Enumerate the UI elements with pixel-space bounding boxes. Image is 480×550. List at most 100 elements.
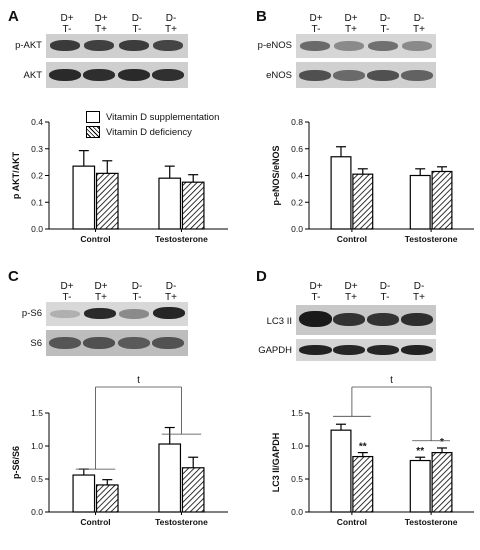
y-tick-label: 0.0 [291, 224, 303, 234]
lane-header: D- T+ [165, 281, 177, 303]
blot-band [300, 41, 330, 51]
panel-letter: D [256, 268, 267, 285]
x-tick-label: Testosterone [405, 517, 458, 527]
blot-band [299, 345, 332, 355]
y-tick-label: 0.0 [291, 507, 303, 517]
bar [352, 173, 374, 230]
blot-band [153, 307, 185, 319]
bar [181, 181, 205, 230]
y-tick-label: 0.4 [31, 117, 43, 127]
y-tick-label: 1.0 [31, 441, 43, 451]
y-tick-label: 1.5 [31, 408, 43, 418]
lane-header: D- T- [379, 13, 391, 35]
significance-star: ** [359, 442, 367, 453]
blot-band [118, 69, 150, 81]
y-tick-label: 1.5 [291, 408, 303, 418]
y-tick-label: 0.0 [31, 224, 43, 234]
blot-band [333, 70, 365, 81]
chart-c: 0.0 0.5 1.0 1.5 p-S6/S6 Control Testosterone t [11, 375, 228, 527]
bar [72, 474, 96, 513]
significance-label: t [390, 375, 393, 386]
blot-label: p-AKT [15, 40, 42, 51]
blot-band [401, 313, 433, 326]
chart-b: 0.0 0.2 0.4 0.6 0.8 p-eNOS/eNOS Control Testost… [271, 117, 474, 244]
bar [72, 165, 96, 230]
x-tick-label: Testosterone [155, 234, 208, 244]
panel-letter: C [8, 268, 19, 285]
x-tick-label: Testosterone [155, 517, 208, 527]
blot-image [46, 302, 188, 326]
blot-band [367, 313, 399, 326]
significance-star: ** [416, 446, 424, 457]
lane-header: D+ T- [309, 281, 323, 303]
lane-header: D+ T+ [94, 13, 108, 35]
blot-band [401, 70, 433, 81]
blot-band [401, 345, 433, 355]
blot-band [50, 40, 80, 51]
blot-label: AKT [23, 70, 42, 81]
y-tick-label: 0.4 [291, 171, 303, 181]
y-tick-label: 0.3 [31, 144, 43, 154]
blot-label: p-eNOS [257, 40, 292, 51]
blot-label: p-S6 [21, 308, 42, 319]
blot-band [152, 69, 184, 81]
y-tick-label: 1.0 [291, 441, 303, 451]
y-tick-label: 0.2 [31, 171, 43, 181]
blot-band [118, 337, 150, 349]
y-axis-label: LC3 II/GAPDH [271, 433, 281, 493]
y-tick-label: 0.2 [291, 197, 303, 207]
y-tick-label: 0.8 [291, 117, 303, 127]
blot-band [84, 40, 114, 51]
blot-band [152, 337, 184, 349]
lane-header: D- T+ [413, 281, 425, 303]
significance-star: * [440, 437, 444, 448]
significance-label: t [137, 375, 140, 386]
blot-label: S6 [30, 338, 42, 349]
blot-band [402, 41, 432, 51]
lane-header: D+ T- [309, 13, 323, 35]
y-axis-label: p-eNOS/eNOS [271, 145, 281, 205]
chart-a: 0.0 0.1 0.2 0.3 0.4 p AKT/AKT Control Testoster… [11, 117, 228, 244]
x-tick-label: Control [80, 517, 110, 527]
lane-header: D+ T- [60, 281, 74, 303]
y-tick-label: 0.6 [291, 144, 303, 154]
x-tick-label: Control [337, 234, 367, 244]
blot-band [368, 41, 398, 51]
blot-band [367, 345, 399, 355]
y-axis-label: p AKT/AKT [11, 151, 21, 199]
lane-header: D+ T+ [94, 281, 108, 303]
lane-header: D- T+ [165, 13, 177, 35]
blot-image [296, 34, 436, 58]
blot-band [333, 345, 365, 355]
bar [181, 467, 205, 513]
legend-label: Vitamin D deficiency [106, 126, 192, 138]
blot-band [83, 69, 115, 81]
x-tick-label: Testosterone [405, 234, 458, 244]
blot-image [296, 62, 436, 88]
bar [431, 170, 453, 230]
lane-header: D- T- [379, 281, 391, 303]
lane-header: D- T- [131, 13, 143, 35]
bar [330, 156, 352, 230]
legend-item: Vitamin D deficiency [86, 126, 192, 138]
bar [95, 172, 119, 230]
panel-letter: B [256, 8, 267, 25]
y-tick-label: 0.1 [31, 197, 43, 207]
blot-image [46, 62, 188, 88]
blot-band [83, 337, 115, 349]
bar [95, 484, 119, 513]
x-tick-label: Control [337, 517, 367, 527]
x-tick-label: Control [80, 234, 110, 244]
bar [409, 174, 431, 230]
bar [330, 429, 352, 513]
legend-label: Vitamin D supplementation [106, 111, 220, 123]
blot-label: LC3 II [266, 316, 292, 327]
panel-letter: A [8, 8, 19, 25]
blot-band [49, 69, 81, 81]
bar [158, 443, 182, 513]
blot-band [84, 308, 116, 319]
blot-band [50, 310, 80, 318]
lane-header: D- T- [131, 281, 143, 303]
blot-band [49, 337, 81, 349]
